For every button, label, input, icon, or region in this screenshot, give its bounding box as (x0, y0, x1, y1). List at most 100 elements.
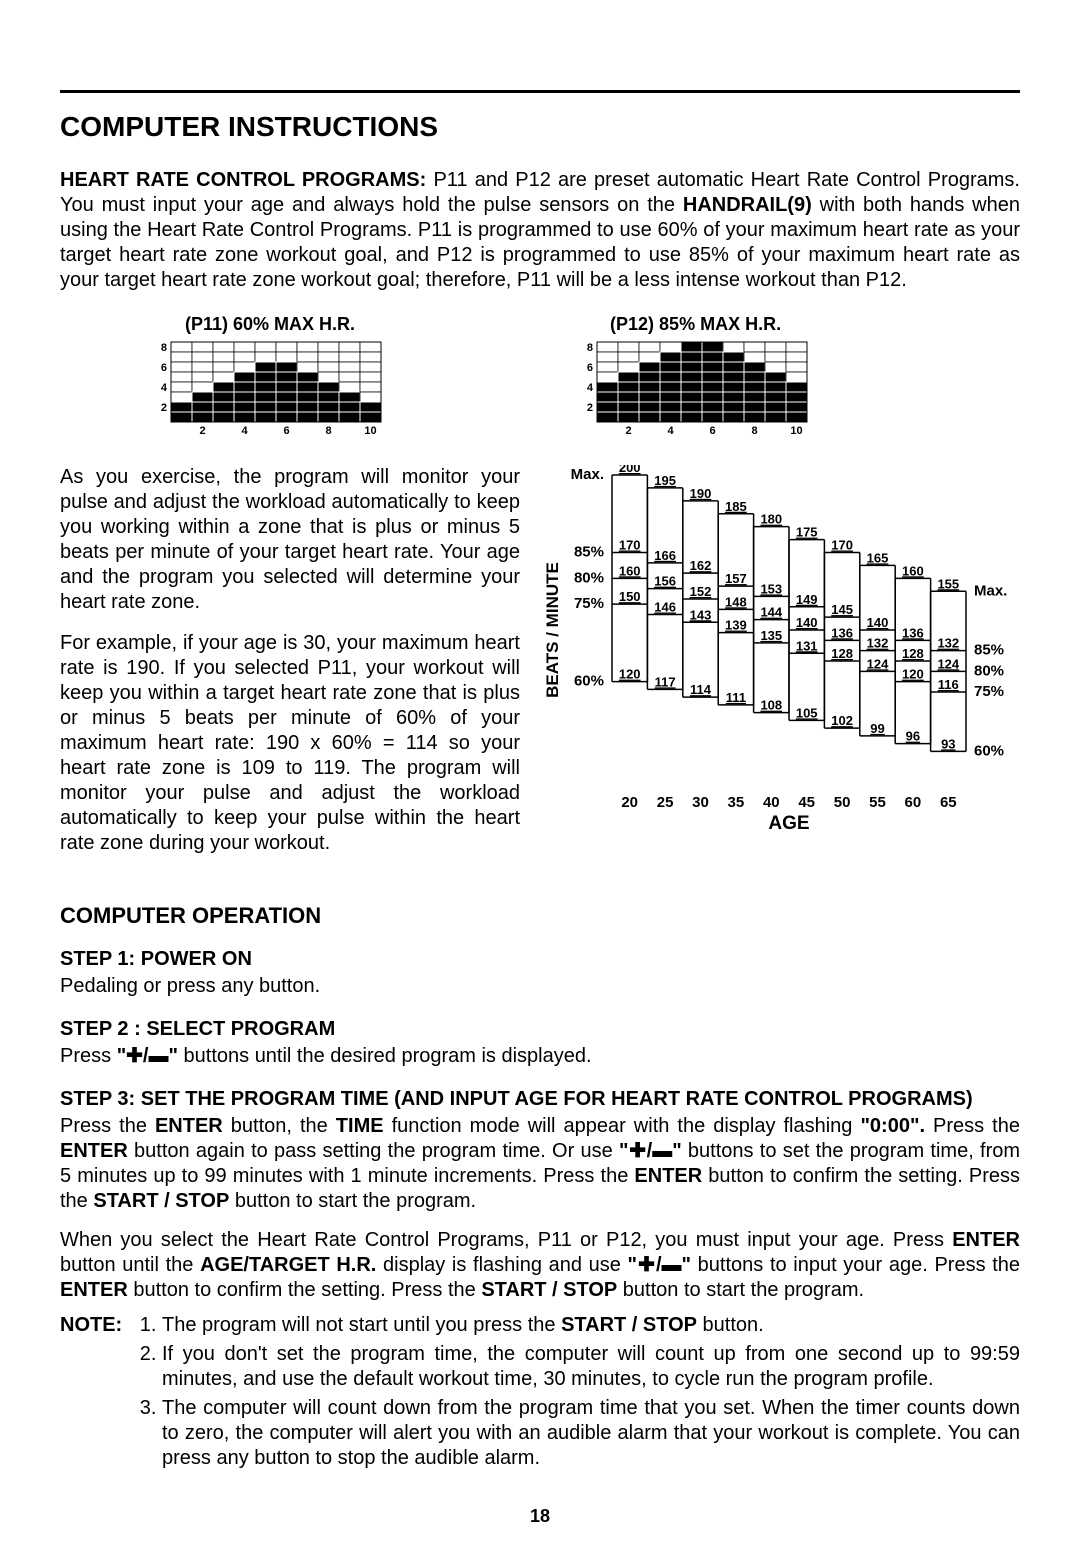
svg-text:4: 4 (586, 382, 593, 394)
svg-text:4: 4 (667, 425, 674, 437)
svg-text:35: 35 (728, 794, 745, 811)
divider-top (60, 90, 1020, 93)
svg-text:20: 20 (621, 794, 638, 811)
svg-text:8: 8 (161, 342, 167, 354)
svg-text:145: 145 (831, 602, 853, 617)
note-1: The program will not start until you pre… (162, 1313, 1020, 1338)
svg-text:6: 6 (709, 425, 715, 437)
computer-operation-heading: COMPUTER OPERATION (60, 902, 1020, 930)
svg-text:120: 120 (619, 666, 641, 681)
svg-text:10: 10 (364, 425, 376, 437)
svg-text:190: 190 (690, 485, 712, 500)
note-2: If you don't set the program time, the c… (162, 1342, 1020, 1392)
svg-text:132: 132 (937, 635, 959, 650)
svg-text:105: 105 (796, 705, 818, 720)
svg-text:170: 170 (831, 537, 853, 552)
svg-text:50: 50 (834, 794, 851, 811)
svg-text:99: 99 (870, 720, 884, 735)
svg-text:132: 132 (867, 635, 889, 650)
svg-text:114: 114 (690, 682, 712, 697)
svg-text:80%: 80% (974, 662, 1004, 679)
svg-text:2: 2 (161, 402, 167, 414)
notes-label: NOTE: (60, 1313, 140, 1475)
svg-text:2: 2 (199, 425, 205, 437)
svg-text:162: 162 (690, 558, 712, 573)
two-column-section: As you exercise, the program will monito… (60, 465, 1020, 872)
note-3: The computer will count down from the pr… (162, 1396, 1020, 1471)
svg-text:170: 170 (619, 537, 641, 552)
example-paragraph: For example, if your age is 30, your max… (60, 631, 520, 856)
svg-text:4: 4 (161, 382, 168, 394)
svg-text:30: 30 (692, 794, 709, 811)
svg-text:85%: 85% (974, 641, 1004, 658)
svg-text:116: 116 (938, 677, 959, 692)
svg-text:AGE: AGE (768, 813, 809, 834)
svg-text:BEATS / MINUTE: BEATS / MINUTE (543, 562, 562, 698)
svg-text:40: 40 (763, 794, 780, 811)
svg-text:65: 65 (940, 794, 957, 811)
svg-text:156: 156 (654, 573, 676, 588)
svg-text:128: 128 (831, 646, 853, 661)
svg-text:108: 108 (760, 697, 782, 712)
svg-text:153: 153 (760, 581, 782, 596)
svg-text:131: 131 (796, 638, 818, 653)
svg-text:8: 8 (586, 342, 592, 354)
svg-text:Max.: Max. (571, 466, 604, 483)
svg-text:93: 93 (941, 736, 955, 751)
svg-text:60%: 60% (574, 672, 604, 689)
chart-p12: (P12) 85% MAX H.R. 8642246810 (581, 313, 811, 447)
svg-text:144: 144 (760, 604, 782, 619)
intro-paragraph: HEART RATE CONTROL PROGRAMS: P11 and P12… (60, 168, 1020, 293)
svg-text:60: 60 (905, 794, 922, 811)
svg-text:45: 45 (798, 794, 815, 811)
svg-text:2: 2 (625, 425, 631, 437)
svg-text:10: 10 (790, 425, 802, 437)
program-charts-row: (P11) 60% MAX H.R. 8 6 4 2 2 4 6 8 10 (P12) 85% … (60, 313, 1020, 447)
heart-rate-zone-chart: 200195190185180175170165160155Max.Max.17… (540, 465, 1020, 835)
svg-text:111: 111 (726, 689, 746, 704)
svg-text:180: 180 (760, 511, 782, 526)
svg-text:148: 148 (725, 594, 747, 609)
chart-p11-title: (P11) 60% MAX H.R. (155, 313, 385, 336)
svg-text:195: 195 (654, 472, 676, 487)
svg-text:136: 136 (902, 625, 924, 640)
svg-text:185: 185 (725, 498, 747, 513)
svg-text:55: 55 (869, 794, 886, 811)
svg-text:139: 139 (725, 617, 747, 632)
svg-text:2: 2 (586, 402, 592, 414)
svg-text:6: 6 (283, 425, 289, 437)
notes-body: The program will not start until you pre… (140, 1313, 1020, 1475)
step1-body: Pedaling or press any button. (60, 974, 1020, 999)
svg-text:143: 143 (690, 607, 712, 622)
svg-text:146: 146 (654, 599, 676, 614)
svg-text:102: 102 (831, 713, 853, 728)
step3-body-2: When you select the Heart Rate Control P… (60, 1228, 1020, 1303)
step2-body: Press "✚/▬" buttons until the desired pr… (60, 1044, 1020, 1069)
step3-body-1: Press the ENTER button, the TIME functio… (60, 1114, 1020, 1214)
svg-text:155: 155 (937, 576, 959, 591)
chart-p12-title: (P12) 85% MAX H.R. (581, 313, 811, 336)
svg-text:124: 124 (937, 656, 959, 671)
svg-text:8: 8 (325, 425, 331, 437)
svg-text:6: 6 (586, 362, 592, 374)
page-title: COMPUTER INSTRUCTIONS (60, 109, 1020, 144)
svg-text:75%: 75% (574, 595, 604, 612)
svg-text:150: 150 (619, 589, 641, 604)
svg-text:124: 124 (867, 656, 889, 671)
svg-text:166: 166 (654, 547, 676, 562)
svg-text:135: 135 (760, 627, 782, 642)
chart-p11: (P11) 60% MAX H.R. 8 6 4 2 2 4 6 8 10 (155, 313, 385, 447)
svg-text:Max.: Max. (974, 582, 1007, 599)
intro-lead: HEART RATE CONTROL PROGRAMS: (60, 169, 426, 191)
svg-text:160: 160 (619, 563, 641, 578)
svg-text:85%: 85% (574, 543, 604, 560)
svg-text:128: 128 (902, 646, 924, 661)
page-number: 18 (60, 1505, 1020, 1528)
svg-text:117: 117 (655, 674, 676, 689)
svg-text:6: 6 (161, 362, 167, 374)
svg-text:165: 165 (867, 550, 889, 565)
svg-text:200: 200 (619, 465, 641, 475)
step2-heading: STEP 2 : SELECT PROGRAM (60, 1017, 1020, 1042)
svg-text:4: 4 (241, 425, 248, 437)
step1-heading: STEP 1: POWER ON (60, 947, 1020, 972)
